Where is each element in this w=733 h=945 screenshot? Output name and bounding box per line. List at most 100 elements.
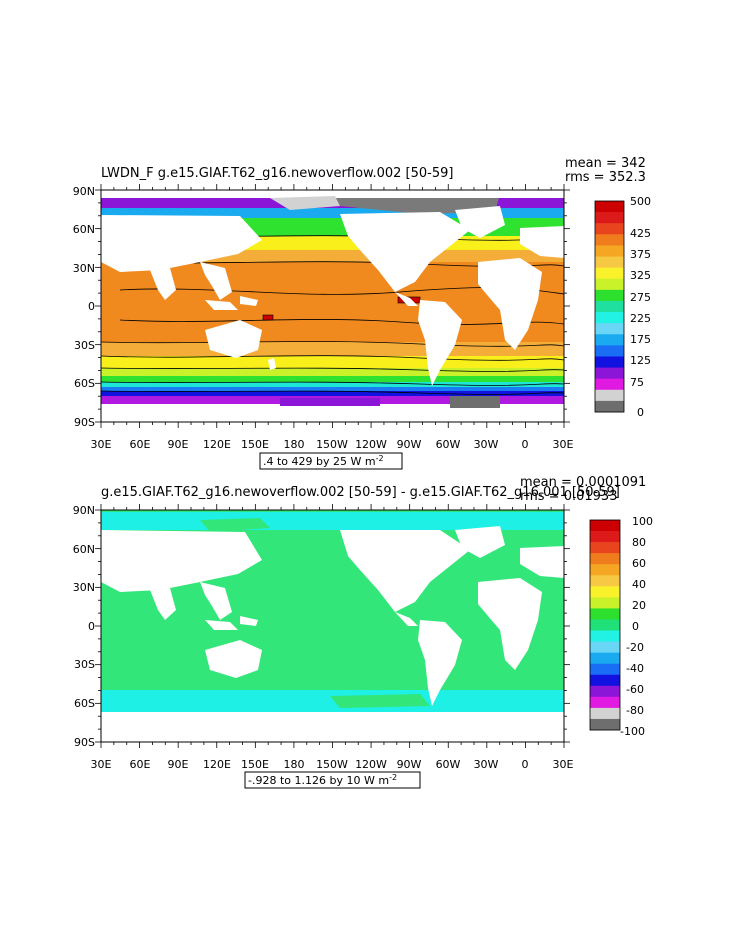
colorbar-swatch: [590, 696, 620, 709]
top-landmasses: [101, 206, 564, 386]
lon-label: 120W: [355, 438, 387, 451]
range-exp: -2: [389, 773, 397, 782]
cbar-label: 80: [632, 536, 646, 549]
bottom-lat-labels: 90N 60N 30N 0 30S 60S 90S: [73, 504, 95, 749]
lon-label: 0: [522, 438, 529, 451]
lon-label: 90W: [397, 438, 422, 451]
lat-label: 30N: [73, 262, 95, 275]
colorbar-swatch: [590, 575, 620, 587]
lon-label: 30E: [553, 438, 574, 451]
colorbar-swatch: [590, 619, 620, 632]
lon-label: 60E: [130, 758, 151, 771]
bottom-colorbar: [589, 519, 621, 731]
colorbar-swatch: [590, 718, 620, 731]
cbar-label: 500: [630, 195, 651, 208]
lon-label: 30W: [474, 438, 499, 451]
colorbar-swatch: [590, 630, 620, 643]
bottom-mean: mean = 0.0001091: [520, 475, 646, 490]
colorbar-swatch: [595, 367, 624, 380]
lat-label: 30N: [73, 581, 95, 594]
cbar-label: 60: [632, 557, 646, 570]
top-colorbar: [594, 200, 625, 413]
range-exp: -2: [376, 454, 384, 463]
bottom-tick-marks: [95, 504, 570, 748]
colorbar-swatch: [590, 564, 620, 576]
range-text: .4 to 429 by 25 W m: [263, 455, 376, 468]
colorbar-swatch: [590, 553, 620, 565]
bottom-landmasses: [101, 526, 564, 706]
colorbar-swatch: [595, 356, 624, 369]
colorbar-swatch: [595, 234, 624, 246]
top-panel: LWDN_F g.e15.GIAF.T62_g16.newoverflow.00…: [73, 156, 651, 470]
top-tick-marks: [95, 184, 570, 428]
cbar-label: 75: [630, 376, 644, 389]
cbar-label: 20: [632, 599, 646, 612]
lon-label: 60W: [436, 438, 461, 451]
colorbar-swatch: [590, 597, 620, 609]
lon-label: 120W: [355, 758, 387, 771]
cbar-label: 40: [632, 578, 646, 591]
svg-text:.4 to 429 by 25 W m-2: .4 to 429 by 25 W m-2: [263, 454, 384, 468]
colorbar-swatch: [595, 201, 624, 213]
bottom-range-note: -.928 to 1.126 by 10 W m-2: [244, 771, 421, 789]
cbar-label: -80: [626, 704, 644, 717]
lat-label: 90N: [73, 185, 95, 198]
colorbar-swatch: [595, 223, 624, 235]
colorbar-swatch: [595, 300, 624, 313]
cbar-label: -20: [626, 641, 644, 654]
lon-label: 180: [284, 438, 305, 451]
cbar-label: 175: [630, 333, 651, 346]
top-range-note: .4 to 429 by 25 W m-2: [259, 452, 403, 470]
range-text: -.928 to 1.126 by 10 W m: [248, 774, 389, 787]
lon-label: 180: [284, 758, 305, 771]
colorbar-swatch: [595, 245, 624, 258]
lon-label: 90W: [397, 758, 422, 771]
colorbar-swatch: [595, 256, 624, 269]
lat-label: 30S: [74, 658, 95, 671]
cbar-label: 325: [630, 269, 651, 282]
colorbar-swatch: [595, 378, 624, 391]
colorbar-swatch: [595, 389, 624, 402]
colorbar-swatch: [590, 520, 620, 532]
colorbar-swatch: [595, 278, 624, 291]
lon-label: 60W: [436, 758, 461, 771]
lon-label: 90E: [168, 758, 189, 771]
lon-label: 30E: [91, 438, 112, 451]
colorbar-swatch: [590, 707, 620, 720]
lat-label: 90N: [73, 504, 95, 517]
lon-label: 60E: [130, 438, 151, 451]
svg-text:-.928 to 1.126 by 10 W m-2: -.928 to 1.126 by 10 W m-2: [248, 773, 397, 787]
lon-label: 30W: [474, 758, 499, 771]
colorbar-swatch: [590, 663, 620, 676]
top-colorbar-labels: 500 425 375 325 275 225 175 125 75 0: [630, 195, 651, 419]
lat-label: 30S: [74, 339, 95, 352]
bottom-colorbar-labels: 100 80 60 40 20 0 -20 -40 -60 -80 -100: [620, 515, 653, 738]
cbar-label: 425: [630, 227, 651, 240]
lat-label: 60N: [73, 543, 95, 556]
colorbar-swatch: [595, 334, 624, 346]
cbar-label: 125: [630, 354, 651, 367]
bottom-rms: rms = 0.01933: [520, 489, 617, 504]
colorbar-swatch: [595, 267, 624, 280]
bottom-lon-labels: 30E 60E 90E 120E 150E 180 150W 120W 90W …: [91, 758, 574, 771]
colorbar-swatch: [590, 608, 620, 620]
lon-label: 150W: [316, 758, 348, 771]
lat-label: 90S: [74, 736, 95, 749]
lon-label: 0: [522, 758, 529, 771]
colorbar-swatch: [590, 542, 620, 554]
lon-label: 150E: [241, 758, 269, 771]
bottom-panel: g.e15.GIAF.T62_g16.newoverflow.002 [50-5…: [73, 475, 653, 789]
cbar-label: -100: [620, 725, 645, 738]
colorbar-swatch: [590, 652, 620, 665]
colorbar-swatch: [595, 400, 624, 413]
cbar-label: -60: [626, 683, 644, 696]
top-rms: rms = 352.3: [565, 170, 646, 185]
lon-label: 90E: [168, 438, 189, 451]
lon-label: 30E: [553, 758, 574, 771]
cbar-label: 100: [632, 515, 653, 528]
colorbar-swatch: [590, 586, 620, 598]
top-mean: mean = 342: [565, 156, 646, 171]
colorbar-swatch: [595, 323, 624, 335]
lon-label: 30E: [91, 758, 112, 771]
cbar-label: 375: [630, 248, 651, 261]
